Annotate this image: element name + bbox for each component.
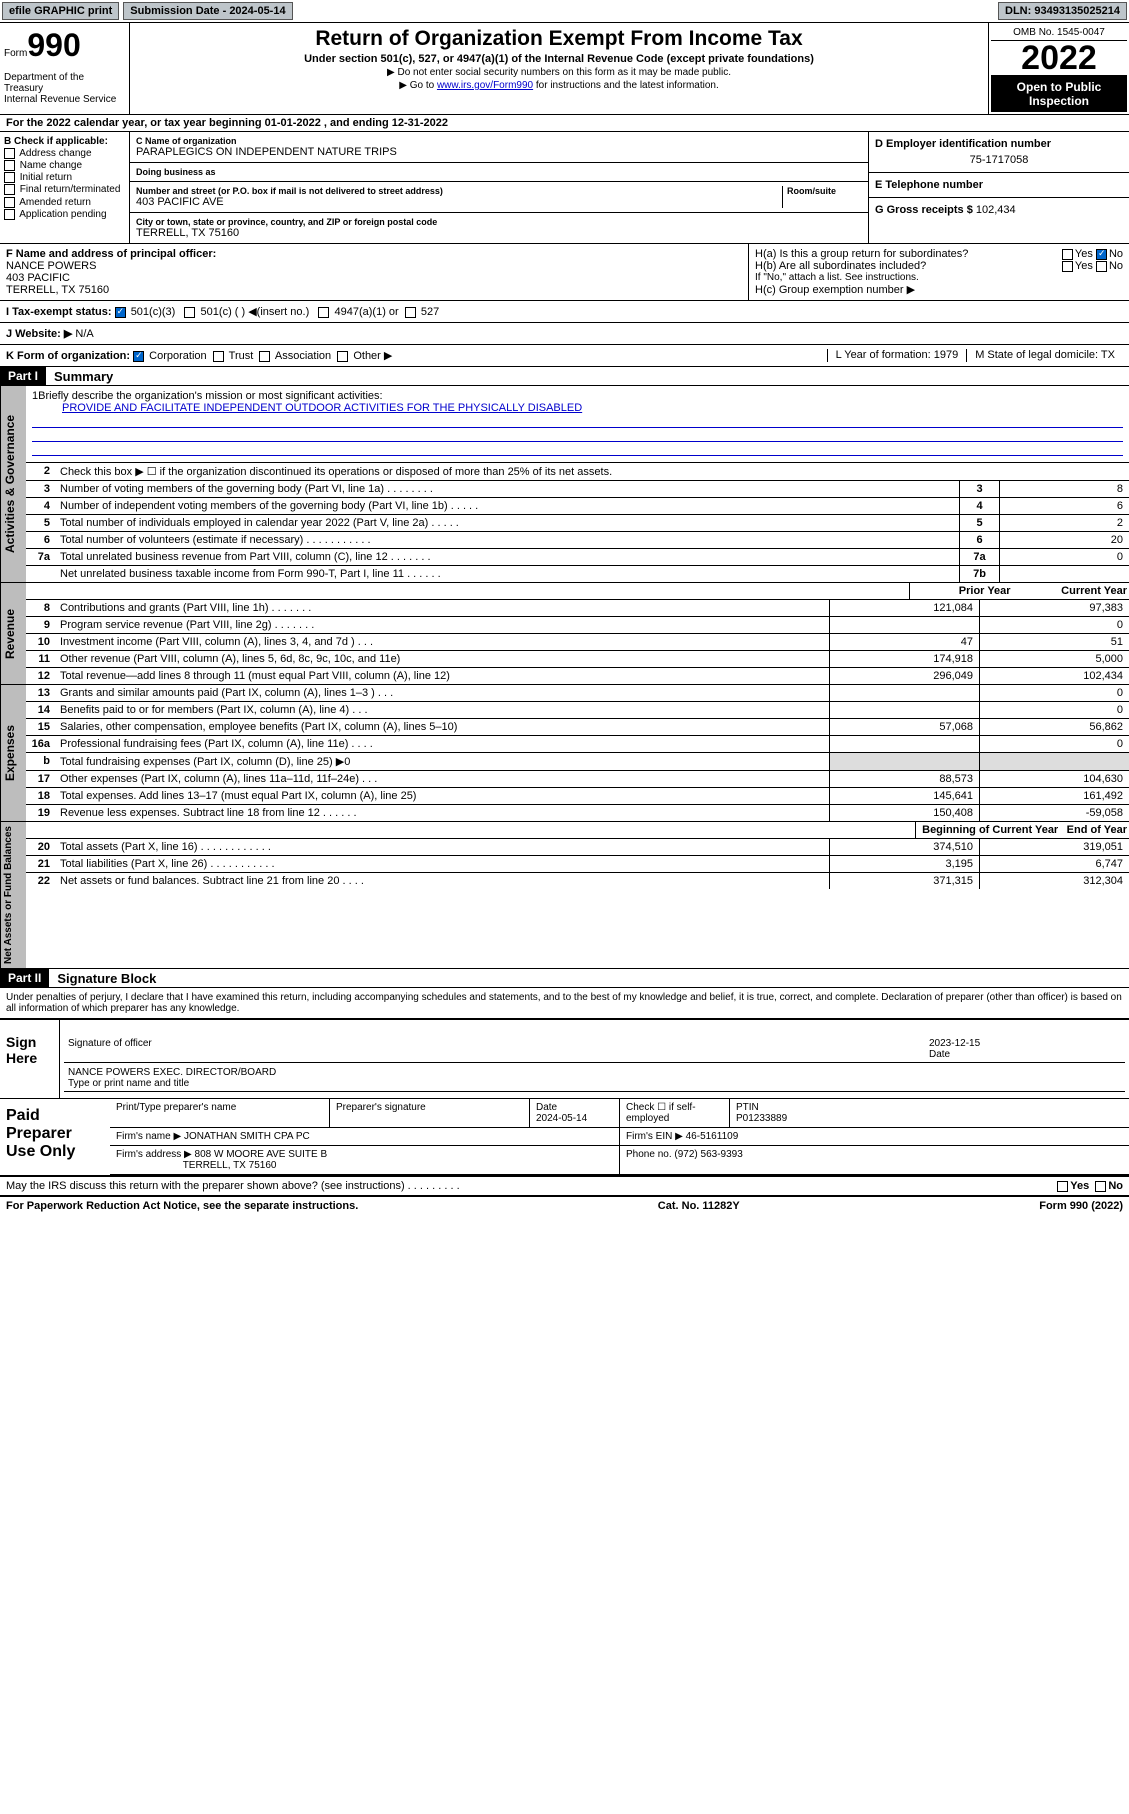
gross-receipts: 102,434 <box>976 204 1016 216</box>
table-row: 11Other revenue (Part VIII, column (A), … <box>26 651 1129 668</box>
table-row: 17Other expenses (Part IX, column (A), l… <box>26 771 1129 788</box>
table-row: 7aTotal unrelated business revenue from … <box>26 549 1129 566</box>
submission-date: Submission Date - 2024-05-14 <box>123 2 292 20</box>
tax-year: 2022 <box>991 41 1127 76</box>
table-row: 13Grants and similar amounts paid (Part … <box>26 685 1129 702</box>
table-row: 5Total number of individuals employed in… <box>26 515 1129 532</box>
form-title: Return of Organization Exempt From Incom… <box>136 27 982 51</box>
table-row: 22Net assets or fund balances. Subtract … <box>26 873 1129 889</box>
row-i: I Tax-exempt status: 501(c)(3) 501(c) ( … <box>0 301 1129 323</box>
part-1-header: Part I Summary <box>0 367 1129 386</box>
org-name: PARAPLEGICS ON INDEPENDENT NATURE TRIPS <box>136 146 862 158</box>
revenue: Revenue Prior YearCurrent Year 8Contribu… <box>0 583 1129 685</box>
row-k: K Form of organization: Corporation Trus… <box>0 345 1129 367</box>
table-row: Net unrelated business taxable income fr… <box>26 566 1129 582</box>
ein: 75-1717058 <box>875 150 1123 166</box>
table-row: 21Total liabilities (Part X, line 26) . … <box>26 856 1129 873</box>
efile-button[interactable]: efile GRAPHIC print <box>2 2 119 20</box>
table-row: 3Number of voting members of the governi… <box>26 481 1129 498</box>
part-2-header: Part II Signature Block <box>0 969 1129 988</box>
period-row: For the 2022 calendar year, or tax year … <box>0 115 1129 132</box>
table-row: 16aProfessional fundraising fees (Part I… <box>26 736 1129 753</box>
org-address: 403 PACIFIC AVE <box>136 196 782 208</box>
instr-2: ▶ Go to www.irs.gov/Form990 for instruct… <box>136 80 982 91</box>
table-row: 14Benefits paid to or for members (Part … <box>26 702 1129 719</box>
org-city: TERRELL, TX 75160 <box>136 227 862 239</box>
table-row: 18Total expenses. Add lines 13–17 (must … <box>26 788 1129 805</box>
section-c: C Name of organization PARAPLEGICS ON IN… <box>130 132 869 243</box>
row-j: J Website: ▶ N/A <box>0 323 1129 345</box>
table-row: 12Total revenue—add lines 8 through 11 (… <box>26 668 1129 684</box>
table-row: 6Total number of volunteers (estimate if… <box>26 532 1129 549</box>
top-bar: efile GRAPHIC print Submission Date - 20… <box>0 0 1129 23</box>
expenses: Expenses 13Grants and similar amounts pa… <box>0 685 1129 822</box>
section-de: D Employer identification number 75-1717… <box>869 132 1129 243</box>
table-row: 4Number of independent voting members of… <box>26 498 1129 515</box>
table-row: 20Total assets (Part X, line 16) . . . .… <box>26 839 1129 856</box>
mission-text: PROVIDE AND FACILITATE INDEPENDENT OUTDO… <box>62 402 582 414</box>
dln: DLN: 93493135025214 <box>998 2 1127 20</box>
table-row: 15Salaries, other compensation, employee… <box>26 719 1129 736</box>
net-assets: Net Assets or Fund Balances Beginning of… <box>0 822 1129 969</box>
discuss-row: May the IRS discuss this return with the… <box>0 1177 1129 1197</box>
dept-treasury: Department of the Treasury Internal Reve… <box>4 72 125 105</box>
form-subtitle: Under section 501(c), 527, or 4947(a)(1)… <box>136 53 982 65</box>
instr-1: ▶ Do not enter social security numbers o… <box>136 67 982 78</box>
table-row: 8Contributions and grants (Part VIII, li… <box>26 600 1129 617</box>
org-info: B Check if applicable: Address change Na… <box>0 132 1129 244</box>
footer: For Paperwork Reduction Act Notice, see … <box>0 1197 1129 1215</box>
open-public-badge: Open to Public Inspection <box>991 76 1127 112</box>
table-row: 19Revenue less expenses. Subtract line 1… <box>26 805 1129 821</box>
paid-preparer: Paid Preparer Use Only Print/Type prepar… <box>0 1099 1129 1177</box>
form-number: 990 <box>27 27 80 63</box>
table-row: 10Investment income (Part VIII, column (… <box>26 634 1129 651</box>
form-prefix: Form <box>4 48 27 59</box>
form-header: Form990 Department of the Treasury Inter… <box>0 23 1129 115</box>
sign-here: Sign Here Signature of officer 2023-12-1… <box>0 1020 1129 1099</box>
table-row: bTotal fundraising expenses (Part IX, co… <box>26 753 1129 771</box>
section-b: B Check if applicable: Address change Na… <box>0 132 130 243</box>
declaration: Under penalties of perjury, I declare th… <box>0 988 1129 1020</box>
activities-governance: Activities & Governance 1Briefly describ… <box>0 386 1129 583</box>
section-fh: F Name and address of principal officer:… <box>0 244 1129 301</box>
irs-link[interactable]: www.irs.gov/Form990 <box>437 80 533 91</box>
table-row: 9Program service revenue (Part VIII, lin… <box>26 617 1129 634</box>
